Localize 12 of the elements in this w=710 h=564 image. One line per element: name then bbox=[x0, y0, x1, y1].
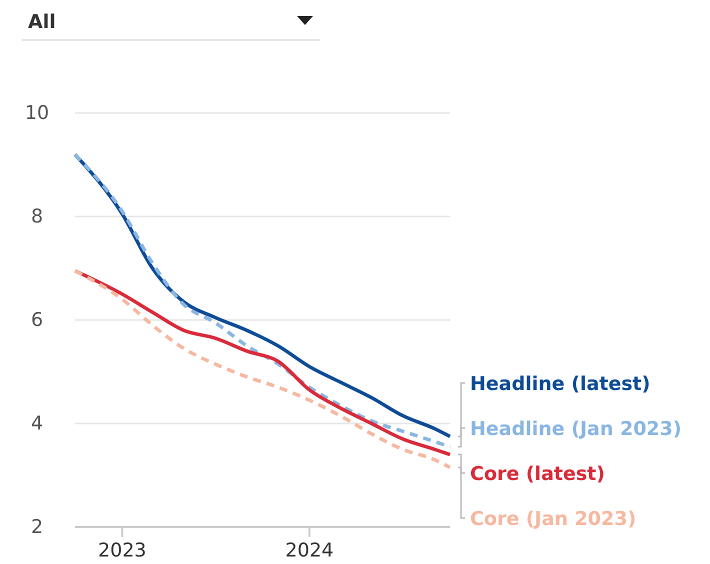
text: Core (Jan 2023) bbox=[470, 508, 636, 530]
y-tick-label: 2 bbox=[30, 516, 44, 538]
text: All bbox=[28, 11, 56, 33]
y-tick-label: 4 bbox=[30, 412, 44, 435]
x-tick-label: 2024 bbox=[285, 539, 334, 562]
y-tick-label: 8 bbox=[30, 206, 44, 228]
x-tick-label: 2023 bbox=[98, 539, 146, 562]
y-tick-label: 6 bbox=[30, 309, 44, 332]
series-label: Headline (Jan 2023) bbox=[470, 418, 682, 440]
text: Headline (latest) bbox=[470, 373, 650, 395]
series-label: Core (latest) bbox=[470, 463, 605, 485]
y-tick-label: 10 bbox=[24, 102, 50, 124]
